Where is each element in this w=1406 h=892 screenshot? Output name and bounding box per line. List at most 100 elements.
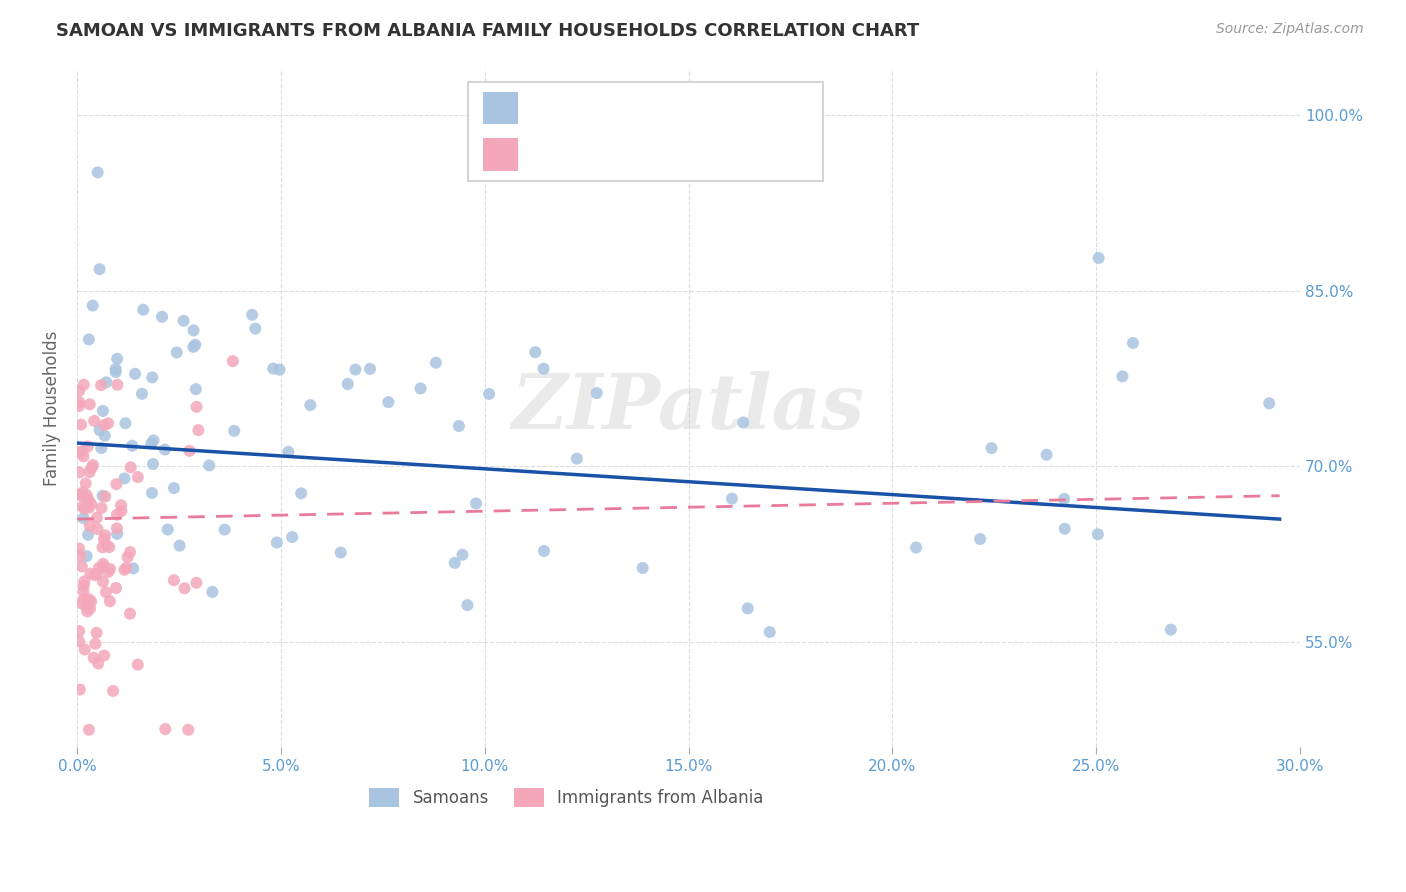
Point <box>97 565 120 579</box>
Point <box>266 535 288 549</box>
Point <box>77 492 100 507</box>
Point <box>67 445 90 459</box>
Point <box>153 442 176 457</box>
Point <box>73 579 96 593</box>
Point <box>142 434 165 448</box>
Point <box>89 423 111 437</box>
Point <box>118 607 141 621</box>
Point <box>245 321 267 335</box>
Point <box>127 657 149 672</box>
Point <box>121 439 143 453</box>
Point <box>79 397 101 411</box>
Point <box>447 419 470 434</box>
Point <box>105 526 128 541</box>
Point <box>76 549 98 563</box>
Point <box>67 399 90 413</box>
Point <box>179 443 201 458</box>
Point <box>83 414 105 428</box>
Point <box>72 485 94 500</box>
Point <box>73 642 96 657</box>
Point <box>89 262 111 277</box>
Point <box>69 549 91 563</box>
Point <box>79 566 101 581</box>
Point <box>87 561 110 575</box>
Point <box>87 657 110 671</box>
Point <box>94 490 117 504</box>
Point <box>80 460 103 475</box>
Legend: Samoans, Immigrants from Albania: Samoans, Immigrants from Albania <box>363 781 770 814</box>
Point <box>77 592 100 607</box>
Text: Source: ZipAtlas.com: Source: ZipAtlas.com <box>1216 22 1364 37</box>
Point <box>184 338 207 352</box>
Point <box>1035 448 1057 462</box>
Point <box>344 362 367 376</box>
Point <box>201 585 224 599</box>
Point <box>110 498 132 512</box>
Point <box>112 563 135 577</box>
Point <box>91 574 114 589</box>
Point <box>262 361 284 376</box>
Point <box>131 386 153 401</box>
Point <box>721 491 744 506</box>
Point <box>141 370 163 384</box>
Y-axis label: Family Households: Family Households <box>44 330 60 485</box>
Point <box>72 450 94 464</box>
Point <box>122 561 145 575</box>
Point <box>443 556 465 570</box>
Point <box>105 581 128 595</box>
Point <box>79 519 101 533</box>
Point <box>631 561 654 575</box>
Point <box>222 354 245 368</box>
Point <box>118 545 141 559</box>
Point <box>90 378 112 392</box>
Point <box>101 684 124 698</box>
Point <box>186 400 208 414</box>
Point <box>115 560 138 574</box>
Point <box>72 511 94 525</box>
Point <box>141 436 163 450</box>
Point <box>98 540 121 554</box>
Point <box>141 486 163 500</box>
Point <box>150 310 173 324</box>
Point <box>409 381 432 395</box>
Point <box>90 441 112 455</box>
Point <box>77 333 100 347</box>
Point <box>290 486 312 500</box>
Point <box>79 601 101 615</box>
Point <box>198 458 221 473</box>
Point <box>82 299 104 313</box>
Text: ZIPatlas: ZIPatlas <box>512 371 865 445</box>
Point <box>156 523 179 537</box>
Point <box>76 488 98 502</box>
Point <box>67 466 90 480</box>
Point <box>94 428 117 442</box>
Point <box>83 568 105 582</box>
Point <box>186 575 208 590</box>
Point <box>77 723 100 737</box>
Point <box>83 650 105 665</box>
Point <box>93 533 115 547</box>
Point <box>1122 336 1144 351</box>
Point <box>565 451 588 466</box>
Point <box>77 500 100 515</box>
Point <box>277 445 299 459</box>
Point <box>86 510 108 524</box>
Point <box>1087 527 1109 541</box>
Point <box>91 541 114 555</box>
Point <box>377 395 399 409</box>
Point <box>329 545 352 559</box>
Point <box>524 345 547 359</box>
Point <box>980 441 1002 455</box>
Point <box>67 488 90 502</box>
Point <box>98 594 121 608</box>
Point <box>114 471 136 485</box>
Point <box>173 314 195 328</box>
Point <box>76 439 98 453</box>
Point <box>90 500 112 515</box>
Point <box>70 417 93 432</box>
Point <box>1053 522 1076 536</box>
Point <box>163 573 186 587</box>
Point <box>533 544 555 558</box>
Point <box>86 625 108 640</box>
Point <box>240 308 263 322</box>
